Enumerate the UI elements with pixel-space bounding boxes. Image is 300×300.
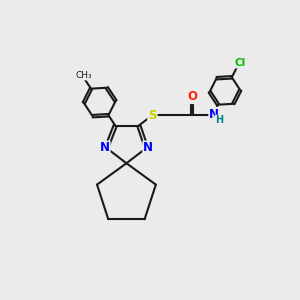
Text: S: S bbox=[148, 109, 157, 122]
Text: CH₃: CH₃ bbox=[76, 71, 92, 80]
Text: H: H bbox=[215, 115, 223, 125]
Text: N: N bbox=[100, 141, 110, 154]
Text: N: N bbox=[143, 141, 153, 154]
Text: O: O bbox=[187, 90, 197, 103]
Text: N: N bbox=[209, 108, 219, 121]
Text: Cl: Cl bbox=[234, 58, 246, 68]
